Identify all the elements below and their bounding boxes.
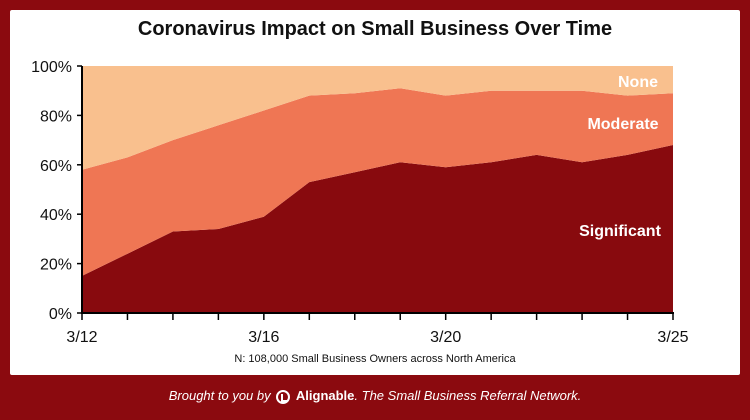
y-tick-label: 0% — [49, 306, 72, 323]
x-tick-label: 3/16 — [248, 329, 279, 346]
area-moderate — [82, 88, 673, 276]
x-tick-label: 3/20 — [430, 329, 461, 346]
series-label-none: None — [618, 74, 658, 91]
series-label-moderate: Moderate — [587, 116, 658, 133]
y-tick-label: 100% — [31, 59, 72, 76]
footer-brand: Alignable — [295, 388, 355, 403]
chart-svg: Significant Moderate None 0% 20% 40% 60% 80% 100… — [31, 59, 689, 365]
alignable-logo-icon — [276, 390, 291, 404]
chart-note: N: 108,000 Small Business Owners across … — [234, 353, 516, 365]
area-none — [82, 66, 673, 170]
y-tick-label: 20% — [40, 257, 72, 274]
footer: Brought to you by Alignable. The Small B… — [0, 381, 750, 420]
x-tick-label: 3/25 — [657, 329, 688, 346]
chart-title: Coronavirus Impact on Small Business Ove… — [137, 18, 613, 40]
footer-prefix: Brought to you by — [168, 388, 271, 403]
y-tick-label: 40% — [40, 207, 72, 224]
area-significant — [82, 145, 673, 313]
y-tick-label: 60% — [40, 158, 72, 175]
series-label-significant: Significant — [579, 223, 661, 240]
footer-suffix: . The Small Business Referral Network. — [354, 388, 582, 403]
x-tick-label: 3/12 — [66, 329, 97, 346]
y-tick-label: 80% — [40, 108, 72, 125]
